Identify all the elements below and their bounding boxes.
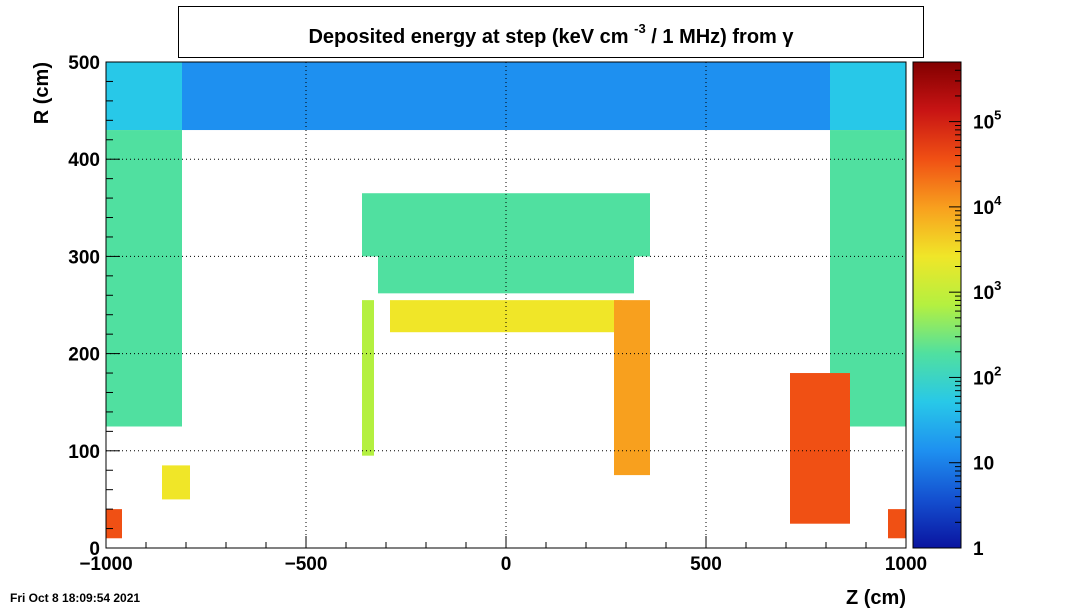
title-exponent: -3 [634, 21, 646, 36]
heatmap-region-top-band [182, 62, 830, 131]
heatmap-region-upper-trapezoid [390, 300, 622, 333]
heatmap-region-endcap-top-right [830, 62, 906, 131]
x-tick-label: −500 [285, 554, 328, 575]
x-axis: −1000 −500 0 500 1000 [79, 536, 927, 575]
y-axis-label: R (cm) [31, 62, 53, 124]
y-tick-label: 500 [68, 53, 100, 74]
colorbar-gradient [912, 61, 962, 549]
heatmap-region-left-small-block [162, 465, 190, 500]
colorbar: 1 10 102 103 104 105 [912, 61, 1002, 560]
heatmap-region-right-forward-block [790, 373, 850, 524]
y-axis: 0 100 200 300 400 500 [68, 53, 120, 560]
colorbar-tick-label: 1 [973, 539, 984, 560]
x-axis-label: Z (cm) [846, 587, 906, 609]
colorbar-tick-label: 103 [973, 278, 1001, 304]
title-suffix: / 1 MHz) from γ [645, 26, 794, 48]
x-tick-label: 1000 [885, 554, 927, 575]
x-tick-label: 500 [690, 554, 722, 575]
timestamp: Fri Oct 8 18:09:54 2021 [10, 591, 141, 605]
title-prefix: Deposited energy at step (keV cm [308, 26, 629, 48]
heatmap-region-upper-block [362, 193, 650, 257]
grid [106, 62, 906, 548]
heatmap-region-endcap-top-left [106, 62, 182, 131]
colorbar-tick-label: 104 [973, 193, 1002, 219]
y-tick-label: 0 [89, 539, 100, 560]
y-tick-label: 300 [68, 247, 100, 268]
heatmap-region-right-inner-wall [614, 300, 650, 476]
title-box: Deposited energy at step (keV cm -3 / 1 … [178, 6, 924, 58]
y-tick-label: 200 [68, 345, 100, 366]
x-tick-label: −1000 [79, 554, 132, 575]
y-tick-label: 100 [68, 442, 100, 463]
y-tick-label: 400 [68, 150, 100, 171]
colorbar-tick-label: 10 [973, 454, 994, 475]
heatmap-region-left-column [106, 130, 182, 427]
chart-title: Deposited energy at step (keV cm -3 / 1 … [179, 21, 923, 49]
heatmap-region-left-bottom-hot [106, 509, 122, 539]
heatmap-region-right-bottom-hot [888, 509, 906, 539]
colorbar-tick-label: 102 [973, 363, 1001, 389]
heatmap-region-left-inner-wall [362, 300, 374, 456]
x-tick-label: 0 [501, 554, 512, 575]
colorbar-tick-label: 105 [973, 108, 1001, 134]
